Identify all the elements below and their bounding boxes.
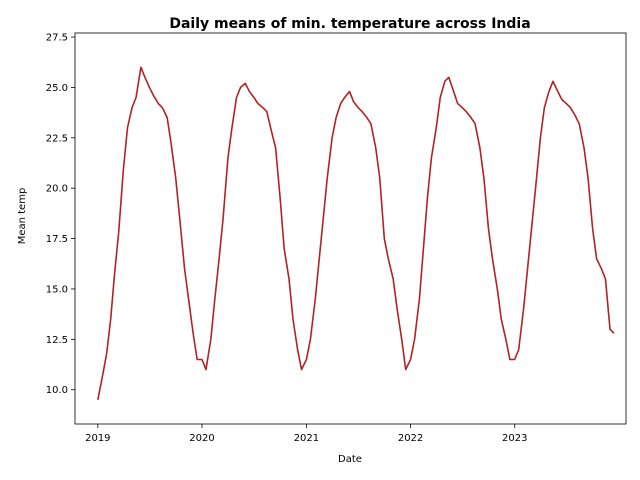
y-tick-label: 15.0 [46,284,68,295]
x-tick-label: 2019 [85,433,110,444]
axes-frame [74,32,627,425]
plot-area [97,66,615,400]
y-axis-ticks: 10.0 12.5 15.0 17.5 20.0 22.5 25.0 27.5 [46,33,75,396]
y-tick-label: 25.0 [46,83,68,94]
y-tick-label: 17.5 [46,234,68,245]
x-tick-label: 2023 [502,433,527,444]
x-tick-label: 2020 [189,433,214,444]
x-axis-ticks: 2019 2020 2021 2022 2023 [85,424,527,444]
x-tick-label: 2022 [398,433,423,444]
x-tick-label: 2021 [294,433,319,444]
y-tick-label: 27.5 [46,33,68,44]
y-axis-label: Mean temp [17,188,28,245]
y-tick-label: 10.0 [46,385,68,396]
y-tick-label: 12.5 [46,335,68,346]
y-tick-label: 20.0 [46,184,68,195]
y-tick-label: 22.5 [46,133,68,144]
series-line [97,66,615,400]
chart-title: Daily means of min. temperature across I… [169,16,530,32]
x-axis-label: Date [338,454,362,465]
